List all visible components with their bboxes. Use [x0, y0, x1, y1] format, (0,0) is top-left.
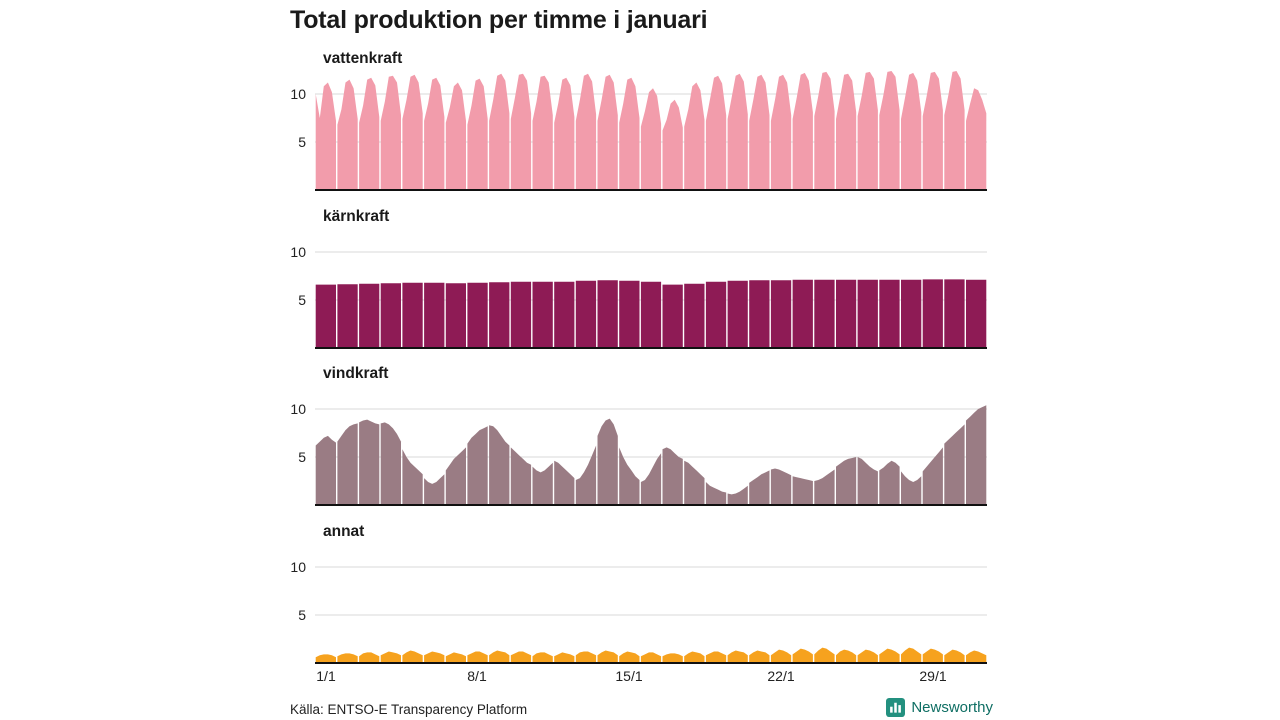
y-tick-label-10: 10 [290, 401, 306, 417]
source-note: Källa: ENTSO-E Transparency Platform [290, 702, 528, 717]
newsworthy-branding: Newsworthy [886, 698, 993, 717]
newsworthy-brand-name: Newsworthy [911, 699, 993, 716]
y-tick-label-10: 10 [290, 559, 306, 575]
y-tick-label-5: 5 [298, 449, 306, 465]
chart-subtitle-vattenkraft: vattenkraft [323, 50, 403, 67]
chart-subtitle-vindkraft: vindkraft [323, 365, 389, 382]
chart-subtitle-karnkraft: kärnkraft [323, 208, 390, 225]
y-tick-label-5: 5 [298, 607, 306, 623]
y-tick-label-10: 10 [290, 86, 306, 102]
chart-subtitle-annat: annat [323, 523, 365, 540]
x-tick-label-29-1: 29/1 [919, 668, 947, 684]
chart-panel-vindkraft: vindkraft 10 5 [0, 359, 1280, 511]
x-tick-label-22-1: 22/1 [767, 668, 795, 684]
area-chart-vattenkraft [315, 71, 987, 191]
x-axis-tick-labels: 1/1 8/1 15/1 22/1 29/1 [0, 668, 1280, 688]
page-title: Total produktion per timme i januari [290, 6, 708, 34]
area-chart-karnkraft [315, 251, 987, 349]
newsworthy-logo-icon [886, 698, 906, 717]
y-tick-label-5: 5 [298, 292, 306, 308]
x-tick-label-15-1: 15/1 [615, 668, 643, 684]
x-tick-label-1-1: 1/1 [316, 668, 336, 684]
y-tick-label-5: 5 [298, 134, 306, 150]
area-chart-vindkraft [315, 405, 987, 506]
chart-panel-annat: annat 10 5 [0, 517, 1280, 669]
chart-panel-karnkraft: kärnkraft 10 5 [0, 202, 1280, 354]
area-chart-annat [315, 566, 987, 664]
x-tick-label-8-1: 8/1 [467, 668, 487, 684]
chart-panel-vattenkraft: vattenkraft 10 5 [0, 44, 1280, 196]
y-tick-label-10: 10 [290, 244, 306, 260]
